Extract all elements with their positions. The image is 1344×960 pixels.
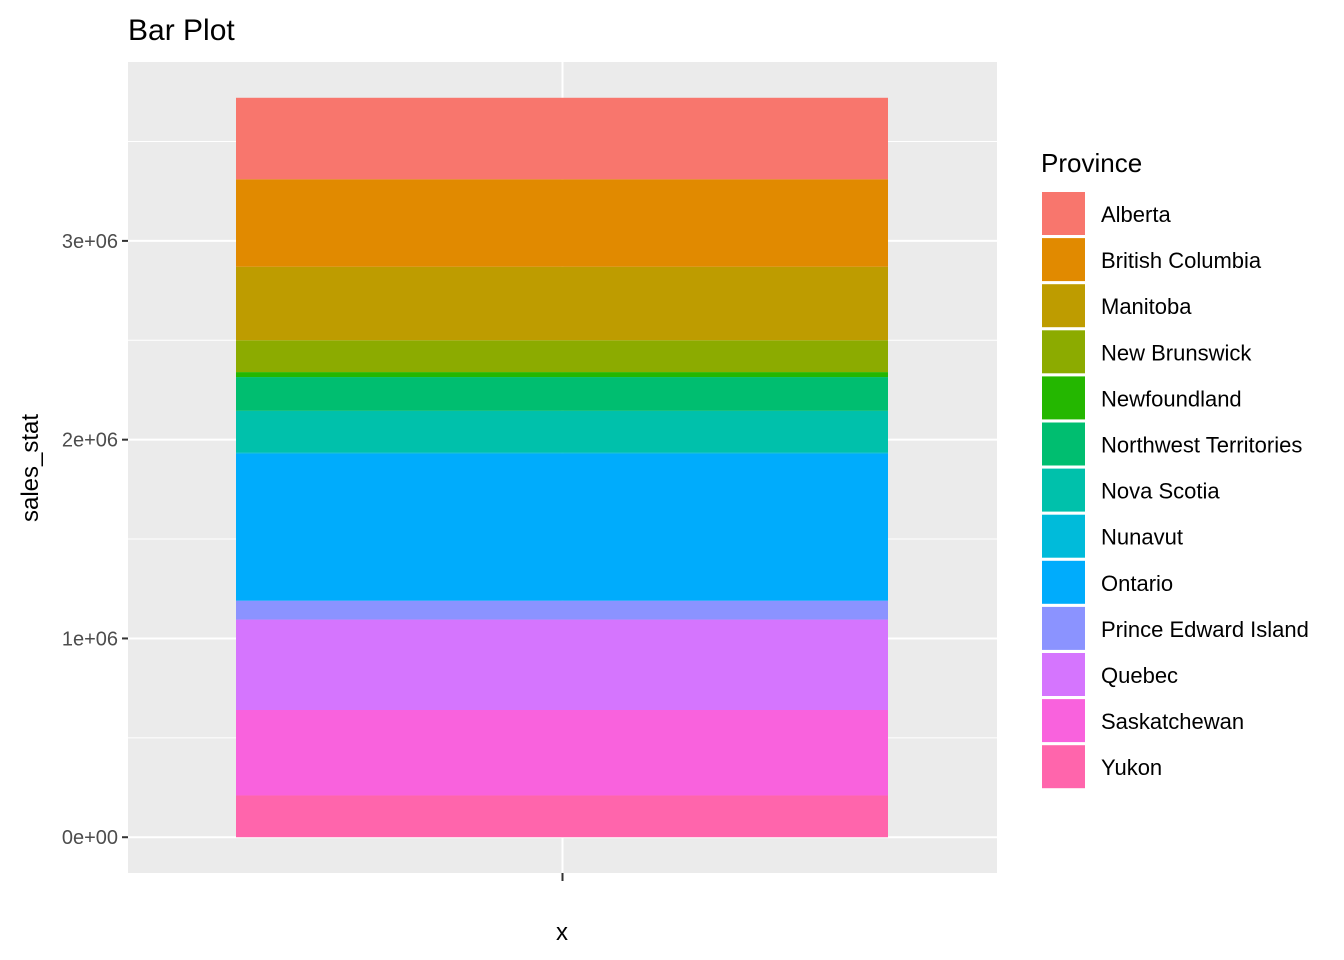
legend-label: New Brunswick (1101, 340, 1252, 365)
y-tick-label: 3e+06 (62, 231, 118, 253)
legend-label: Prince Edward Island (1101, 617, 1309, 642)
y-axis: 0e+00 1e+06 2e+06 3e+06 (62, 231, 128, 849)
y-tick-label: 0e+00 (62, 827, 118, 849)
legend-key (1042, 560, 1085, 604)
stacked-bar (236, 97, 888, 838)
y-axis-title: sales_stat (17, 414, 44, 522)
bar-segment (236, 372, 888, 378)
y-tick-label: 1e+06 (62, 628, 118, 650)
legend-title: Province (1041, 148, 1142, 178)
legend-key (1042, 699, 1085, 743)
legend-label: Newfoundland (1101, 386, 1242, 411)
legend-label: Quebec (1101, 663, 1178, 688)
legend-label: Nunavut (1101, 525, 1183, 550)
legend-label: Northwest Territories (1101, 433, 1302, 458)
bar-segment (236, 600, 888, 620)
chart-title: Bar Plot (128, 14, 235, 47)
bar-segment (236, 266, 888, 341)
legend-label: British Columbia (1101, 248, 1262, 273)
legend-key (1042, 422, 1085, 466)
legend-key (1042, 284, 1085, 328)
bar-segment (236, 710, 888, 796)
legend-key (1042, 468, 1085, 512)
bar-segment (236, 340, 888, 373)
x-axis-title: x (556, 919, 568, 946)
bar-segment (236, 97, 888, 180)
bar-segment (236, 452, 888, 454)
bar-segment (236, 795, 888, 838)
legend-key (1042, 514, 1085, 558)
bar-segment (236, 377, 888, 411)
legend-key (1042, 376, 1085, 420)
legend-label: Yukon (1101, 755, 1162, 780)
legend-key (1042, 606, 1085, 650)
legend-label: Nova Scotia (1101, 479, 1220, 504)
legend-label: Manitoba (1101, 294, 1192, 319)
legend-key (1042, 330, 1085, 374)
y-tick-label: 2e+06 (62, 430, 118, 452)
legend-key (1042, 653, 1085, 696)
legend-key (1042, 192, 1085, 235)
bar-segment (236, 619, 888, 711)
legend-key (1042, 745, 1085, 789)
legend-label: Saskatchewan (1101, 709, 1244, 734)
legend-label: Alberta (1101, 202, 1171, 227)
legend: Province Alberta British Columbia Manitoba… (1041, 148, 1309, 789)
legend-label: Ontario (1101, 571, 1173, 596)
bar-segment (236, 453, 888, 601)
bar-segment (236, 410, 888, 453)
legend-key (1042, 238, 1085, 282)
bar-segment (236, 179, 888, 267)
